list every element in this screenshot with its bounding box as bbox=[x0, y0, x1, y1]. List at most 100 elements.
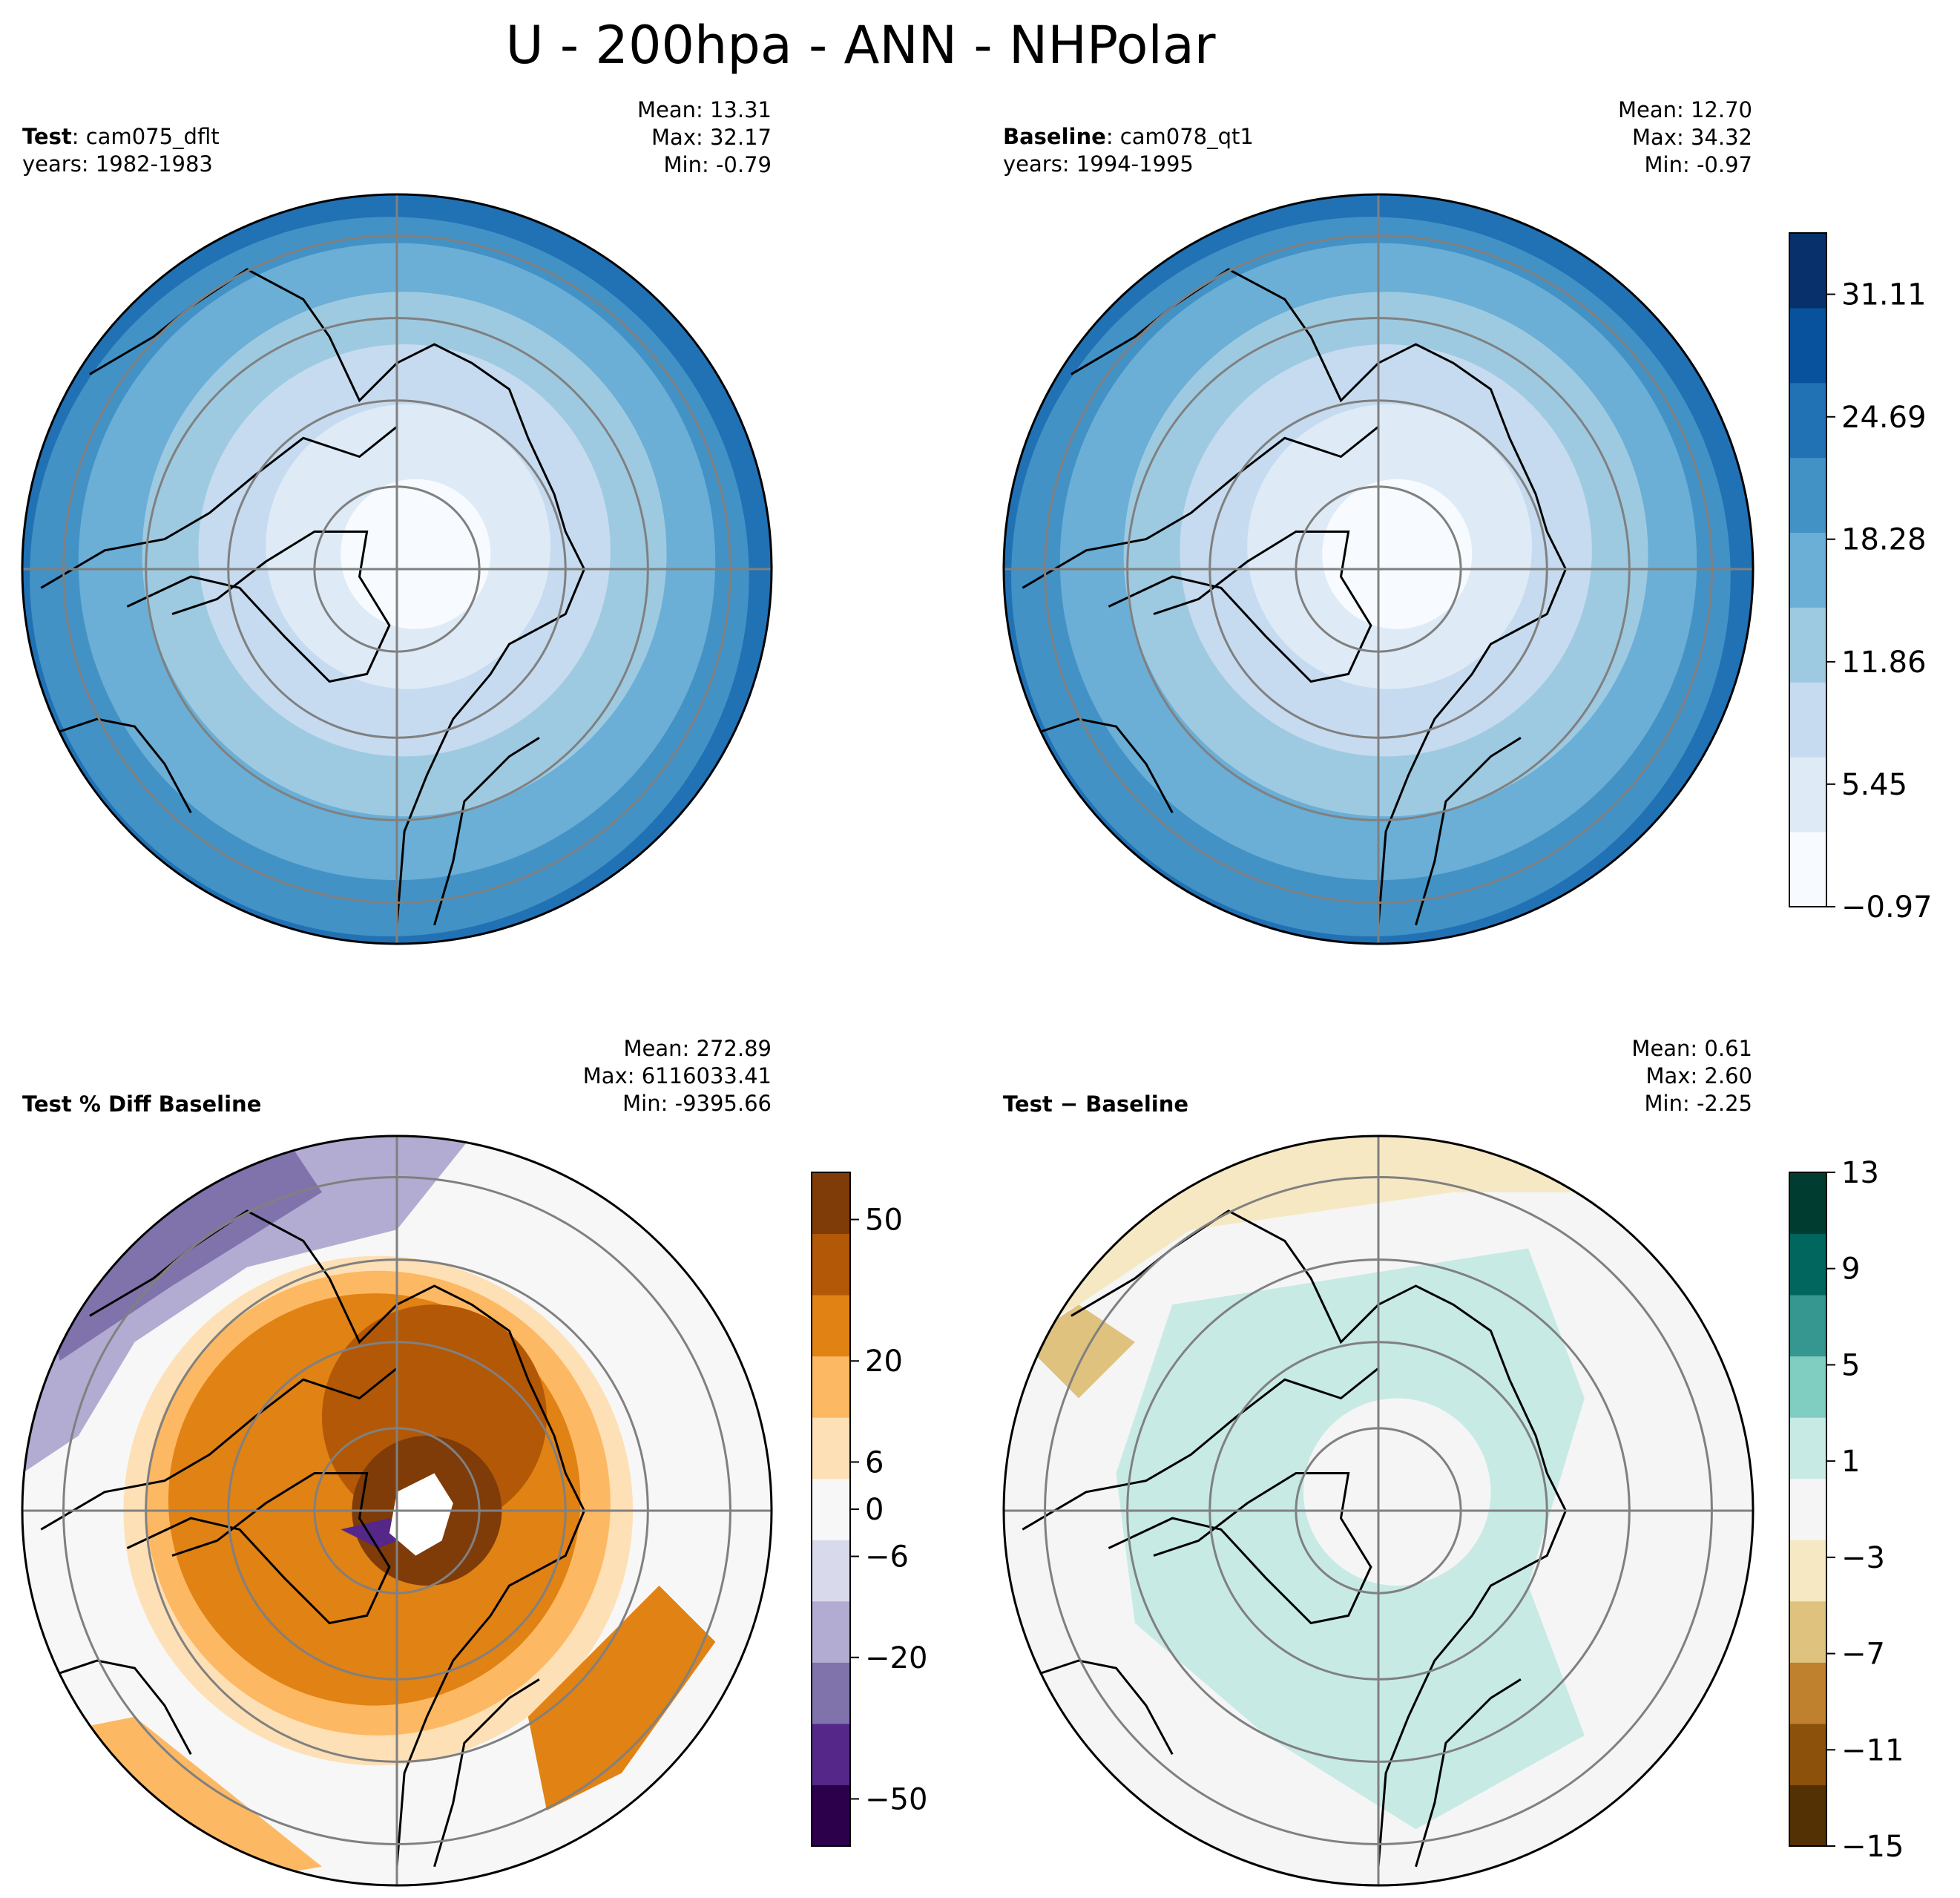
pctdiff-coastline-2 bbox=[40, 1367, 398, 1531]
pctdiff-stats: Mean: 272.89 Max: 6116033.41 Min: -9395.66 bbox=[582, 1036, 772, 1116]
shared-colorbar-swatch-4 bbox=[1789, 532, 1826, 608]
pctdiff-colorbar-swatch-6 bbox=[812, 1417, 850, 1480]
pctdiff-colorbar-tick-label-2: −6 bbox=[865, 1540, 909, 1574]
pctdiff-map-boundary bbox=[21, 1134, 773, 1887]
pctdiff-colorbar-swatch-8 bbox=[812, 1295, 850, 1357]
test-band-6 bbox=[341, 479, 491, 629]
diff-colorbar-swatch-5 bbox=[1789, 1478, 1826, 1540]
test-stats: Mean: 13.31 Max: 32.17 Min: -0.79 bbox=[637, 97, 772, 177]
pctdiff-colorbar-swatch-3 bbox=[812, 1600, 850, 1663]
pctdiff-coastline-4 bbox=[40, 1659, 192, 1756]
test-coastline-1 bbox=[89, 268, 586, 925]
baseline-coastlines bbox=[1022, 268, 1568, 926]
shared-colorbar: −0.97 5.45 11.86 18.28 24.69 31.11 bbox=[1789, 232, 1933, 925]
diff-colorbar-frame bbox=[1789, 1172, 1827, 1847]
baseline-label: Baseline: cam078_qt1 years: 1994-1995 bbox=[1003, 124, 1254, 177]
pctdiff-missing-region bbox=[389, 1473, 453, 1556]
diff-coastline-1 bbox=[1071, 1209, 1568, 1867]
test-coastline-4 bbox=[40, 718, 192, 814]
baseline-coastline-4 bbox=[1022, 718, 1174, 814]
pctdiff-colorbar-tick-label-1: −20 bbox=[865, 1641, 927, 1675]
pctdiff-map bbox=[21, 1134, 773, 1887]
shared-colorbar-tick-label-0: −0.97 bbox=[1841, 890, 1933, 925]
diff-colorbar-tick-label-0: −15 bbox=[1841, 1830, 1904, 1864]
diff-coastline-0 bbox=[1108, 1472, 1372, 1625]
pctdiff-colorbar-swatch-5 bbox=[812, 1478, 850, 1540]
pctdiff-coastlines bbox=[40, 1209, 586, 1868]
pctdiff-colorbar-swatch-1 bbox=[812, 1723, 850, 1785]
diff-coastline-4 bbox=[1022, 1659, 1174, 1756]
pctdiff-coastline-3 bbox=[433, 1678, 540, 1868]
baseline-stats: Mean: 12.70 Max: 34.32 Min: -0.97 bbox=[1617, 97, 1752, 177]
shared-colorbar-tick-label-5: 31.11 bbox=[1841, 278, 1927, 312]
pctdiff-colorbar-swatch-7 bbox=[812, 1356, 850, 1418]
pctdiff-colorbar-tick-label-3: 0 bbox=[865, 1493, 884, 1527]
shared-colorbar-tick-label-4: 24.69 bbox=[1841, 401, 1927, 435]
baseline-map-boundary bbox=[1002, 193, 1755, 945]
shared-colorbar-swatch-1 bbox=[1789, 757, 1826, 833]
diff-colorbar-tick-label-3: −3 bbox=[1841, 1541, 1885, 1575]
diff-gridlines bbox=[1004, 1136, 1753, 1885]
shared-colorbar-swatch-5 bbox=[1789, 457, 1826, 533]
shared-colorbar-swatch-7 bbox=[1789, 307, 1826, 384]
test-coastlines bbox=[40, 268, 586, 926]
test-map bbox=[21, 193, 773, 945]
pctdiff-coastline-0 bbox=[126, 1472, 391, 1625]
baseline-coastline-0 bbox=[1108, 531, 1372, 683]
test-coastline-3 bbox=[433, 737, 540, 926]
test-gridlines bbox=[22, 194, 772, 944]
pctdiff-colorbar-tick-label-6: 50 bbox=[865, 1204, 903, 1238]
pctdiff-region-6 bbox=[527, 1586, 716, 1810]
pctdiff-colorbar-swatch-9 bbox=[812, 1233, 850, 1296]
pctdiff-colorbar: −50 −20 −6 0 6 20 50 bbox=[811, 1172, 927, 1847]
diff-colorbar-tick-label-6: 9 bbox=[1841, 1252, 1860, 1287]
diff-colorbar-tick-label-5: 5 bbox=[1841, 1348, 1860, 1382]
diff-colorbar-swatch-0 bbox=[1789, 1784, 1826, 1847]
test-years: years: 1982-1983 bbox=[22, 151, 213, 177]
test-coastline-0 bbox=[126, 531, 391, 683]
shared-colorbar-swatch-2 bbox=[1789, 682, 1826, 758]
baseline-coastline-1 bbox=[1071, 268, 1568, 925]
diff-coastline-3 bbox=[1415, 1678, 1522, 1868]
diff-map-boundary bbox=[1002, 1134, 1755, 1887]
diff-colorbar-tick-label-1: −11 bbox=[1841, 1733, 1904, 1767]
diff-colorbar-swatch-6 bbox=[1789, 1417, 1826, 1480]
figure-title: U - 200hpa - ANN - NHPolar bbox=[505, 15, 1216, 76]
pctdiff-colorbar-swatch-10 bbox=[812, 1172, 850, 1235]
pctdiff-colorbar-swatch-2 bbox=[812, 1662, 850, 1724]
diff-colorbar-tick-label-4: 1 bbox=[1841, 1445, 1860, 1479]
shared-colorbar-swatch-3 bbox=[1789, 607, 1826, 683]
shared-colorbar-tick-label-2: 11.86 bbox=[1841, 646, 1927, 680]
shared-colorbar-swatch-0 bbox=[1789, 832, 1826, 907]
diff-colorbar-swatch-8 bbox=[1789, 1295, 1826, 1357]
pctdiff-colorbar-swatch-0 bbox=[812, 1784, 850, 1847]
shared-colorbar-frame bbox=[1789, 232, 1827, 907]
pctdiff-label: Test % Diff Baseline bbox=[22, 1091, 262, 1117]
shared-colorbar-swatch-8 bbox=[1789, 233, 1826, 309]
diff-colorbar-tick-label-2: −7 bbox=[1841, 1638, 1885, 1672]
diff-region-1 bbox=[1004, 1136, 1753, 1342]
pctdiff-colorbar-tick-label-0: −50 bbox=[865, 1782, 927, 1816]
diff-band-4 bbox=[1303, 1398, 1491, 1586]
test-coastline-2 bbox=[40, 425, 398, 589]
diff-colorbar-swatch-2 bbox=[1789, 1662, 1826, 1724]
test-label: Test: cam075_dflt years: 1982-1983 bbox=[22, 124, 220, 177]
shared-colorbar-tick-label-1: 5.45 bbox=[1841, 768, 1907, 802]
pctdiff-gridlines bbox=[22, 1136, 772, 1885]
diff-colorbar-swatch-3 bbox=[1789, 1600, 1826, 1663]
diff-colorbar-tick-label-7: 13 bbox=[1841, 1156, 1879, 1190]
baseline-map bbox=[1002, 193, 1755, 945]
pctdiff-colorbar-tick-label-4: 6 bbox=[865, 1445, 884, 1480]
pctdiff-colorbar-swatch-4 bbox=[812, 1540, 850, 1602]
baseline-coastline-2 bbox=[1022, 425, 1379, 589]
baseline-coastline-3 bbox=[1415, 737, 1522, 926]
diff-colorbar-swatch-10 bbox=[1789, 1172, 1826, 1235]
pctdiff-coastline-1 bbox=[89, 1209, 586, 1867]
diff-colorbar: −15 −11 −7 −3 1 5 9 13 bbox=[1789, 1156, 1904, 1864]
shared-colorbar-swatch-6 bbox=[1789, 382, 1826, 459]
diff-colorbar-swatch-9 bbox=[1789, 1233, 1826, 1296]
diff-label: Test − Baseline bbox=[1003, 1091, 1189, 1117]
test-map-boundary bbox=[21, 193, 773, 945]
